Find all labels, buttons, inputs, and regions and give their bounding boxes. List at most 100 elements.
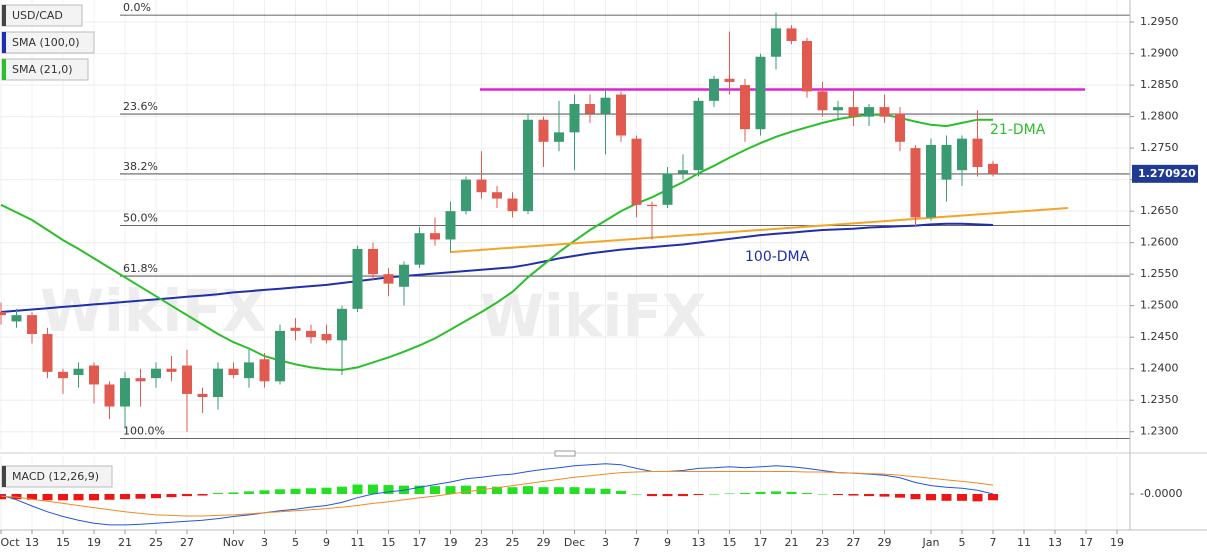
- macd-histogram-bar: [352, 484, 363, 494]
- candle-body: [910, 148, 921, 218]
- candle-body: [802, 40, 812, 92]
- macd-histogram-bar: [569, 487, 580, 494]
- x-tick-label: 5: [292, 536, 299, 549]
- macd-histogram-bar: [554, 487, 564, 494]
- x-tick-label: 11: [351, 536, 365, 549]
- legend-swatch: [2, 466, 6, 487]
- macd-line: [0, 463, 994, 526]
- macd-histogram-bar: [306, 488, 316, 494]
- macd-histogram-bar: [73, 494, 84, 501]
- x-tick-label: 17: [413, 536, 427, 549]
- x-tick-label: 15: [56, 536, 70, 549]
- macd-histogram-bar: [895, 494, 905, 498]
- candle-body: [259, 359, 270, 382]
- y-tick-label: 1.2650: [1140, 204, 1179, 217]
- candle-body: [507, 198, 518, 212]
- x-tick-label: 19: [87, 536, 101, 549]
- macd-histogram-bar: [42, 494, 53, 501]
- macd-histogram-bar: [337, 486, 347, 494]
- candle-body: [42, 334, 53, 372]
- candle-body: [228, 368, 239, 375]
- y-tick-label: 1.2500: [1140, 299, 1179, 312]
- candle-body: [647, 204, 657, 207]
- macd-histogram-bar: [631, 494, 642, 495]
- macd-histogram-bar: [616, 490, 626, 494]
- macd-histogram-bar: [104, 494, 115, 500]
- candle-body: [430, 233, 440, 240]
- legend-swatch: [2, 59, 6, 80]
- x-tick-label: 5: [959, 536, 966, 549]
- candle-body: [740, 85, 750, 130]
- series-annotation: 21-DMA: [990, 122, 1046, 138]
- candle-body: [445, 211, 456, 240]
- macd-histogram-bar: [972, 494, 983, 502]
- macd-histogram-bar: [786, 491, 797, 494]
- x-tick-label: 27: [847, 536, 861, 549]
- candle-body: [321, 334, 332, 341]
- fib-label: 50.0%: [123, 212, 158, 225]
- macd-histogram-bar: [864, 494, 874, 497]
- candle-body: [290, 327, 301, 331]
- x-tick-label: 3: [602, 536, 609, 549]
- candle-body: [27, 315, 37, 335]
- macd-histogram-bar: [89, 494, 99, 501]
- x-tick-label: 13: [25, 536, 39, 549]
- macd-histogram-bar: [507, 487, 518, 494]
- x-tick-label: 25: [506, 536, 520, 549]
- candle-body: [585, 103, 595, 114]
- y-tick-label: 1.2950: [1140, 15, 1179, 28]
- legend-swatch: [2, 5, 6, 26]
- macd-histogram-bar: [414, 485, 425, 494]
- x-tick-label: 21: [118, 536, 132, 549]
- x-tick-label: 25: [149, 536, 163, 549]
- candle-body: [197, 393, 208, 398]
- x-tick-label: 9: [323, 536, 330, 549]
- candle-body: [275, 330, 285, 382]
- pane-handle: [554, 450, 576, 457]
- candle-body: [817, 91, 828, 111]
- candle-body: [554, 132, 564, 142]
- macd-histogram-bar: [957, 494, 967, 501]
- last-price-label: 1.270920: [1138, 167, 1196, 180]
- y-tick-label: 1.2800: [1140, 110, 1179, 123]
- macd-histogram-bar: [802, 492, 812, 494]
- x-tick-label: 13: [1048, 536, 1062, 549]
- candle-body: [848, 107, 859, 117]
- fib-label: 61.8%: [123, 262, 158, 275]
- candle-body: [399, 264, 409, 287]
- candle-body: [244, 362, 254, 379]
- sma-line: [0, 113, 993, 372]
- last-price-box: [1132, 164, 1198, 183]
- macd-histogram-bar: [120, 494, 130, 500]
- x-tick-label: 17: [1079, 536, 1093, 549]
- candle-body: [213, 368, 223, 398]
- y-tick-label: 1.2750: [1140, 141, 1179, 154]
- macd-histogram-bar: [879, 494, 890, 497]
- fib-label: 38.2%: [123, 160, 158, 173]
- candle-body: [120, 378, 130, 407]
- y-tick-label: 1.2300: [1140, 425, 1179, 438]
- macd-histogram-bar: [755, 491, 766, 494]
- macd-histogram-bar: [678, 494, 688, 497]
- fib-label: 0.0%: [123, 1, 151, 14]
- macd-histogram-bar: [27, 494, 37, 500]
- y-tick-label: 1.2600: [1140, 236, 1179, 249]
- candle-body: [724, 78, 735, 82]
- macd-histogram-bar: [724, 493, 735, 494]
- macd-histogram-bar: [430, 486, 440, 494]
- candle-body: [972, 138, 983, 168]
- plot: 0.0% 23.6% 38.2% 50.0% 61.8% 100.0% 100-DMA 21-…: [0, 1, 1130, 526]
- macd-histogram-bar: [228, 492, 239, 494]
- x-tick-label: Oct: [0, 536, 20, 549]
- candle-body: [616, 94, 626, 136]
- x-tick-label: 9: [664, 536, 671, 549]
- candle-body: [833, 107, 843, 111]
- candle-body: [383, 274, 394, 284]
- candle-body: [306, 330, 316, 338]
- macd-histogram-bar: [58, 494, 68, 501]
- candle-body: [337, 308, 347, 341]
- macd-histogram-bar: [709, 494, 719, 495]
- x-tick-label: 23: [816, 536, 830, 549]
- candle-body: [600, 97, 611, 114]
